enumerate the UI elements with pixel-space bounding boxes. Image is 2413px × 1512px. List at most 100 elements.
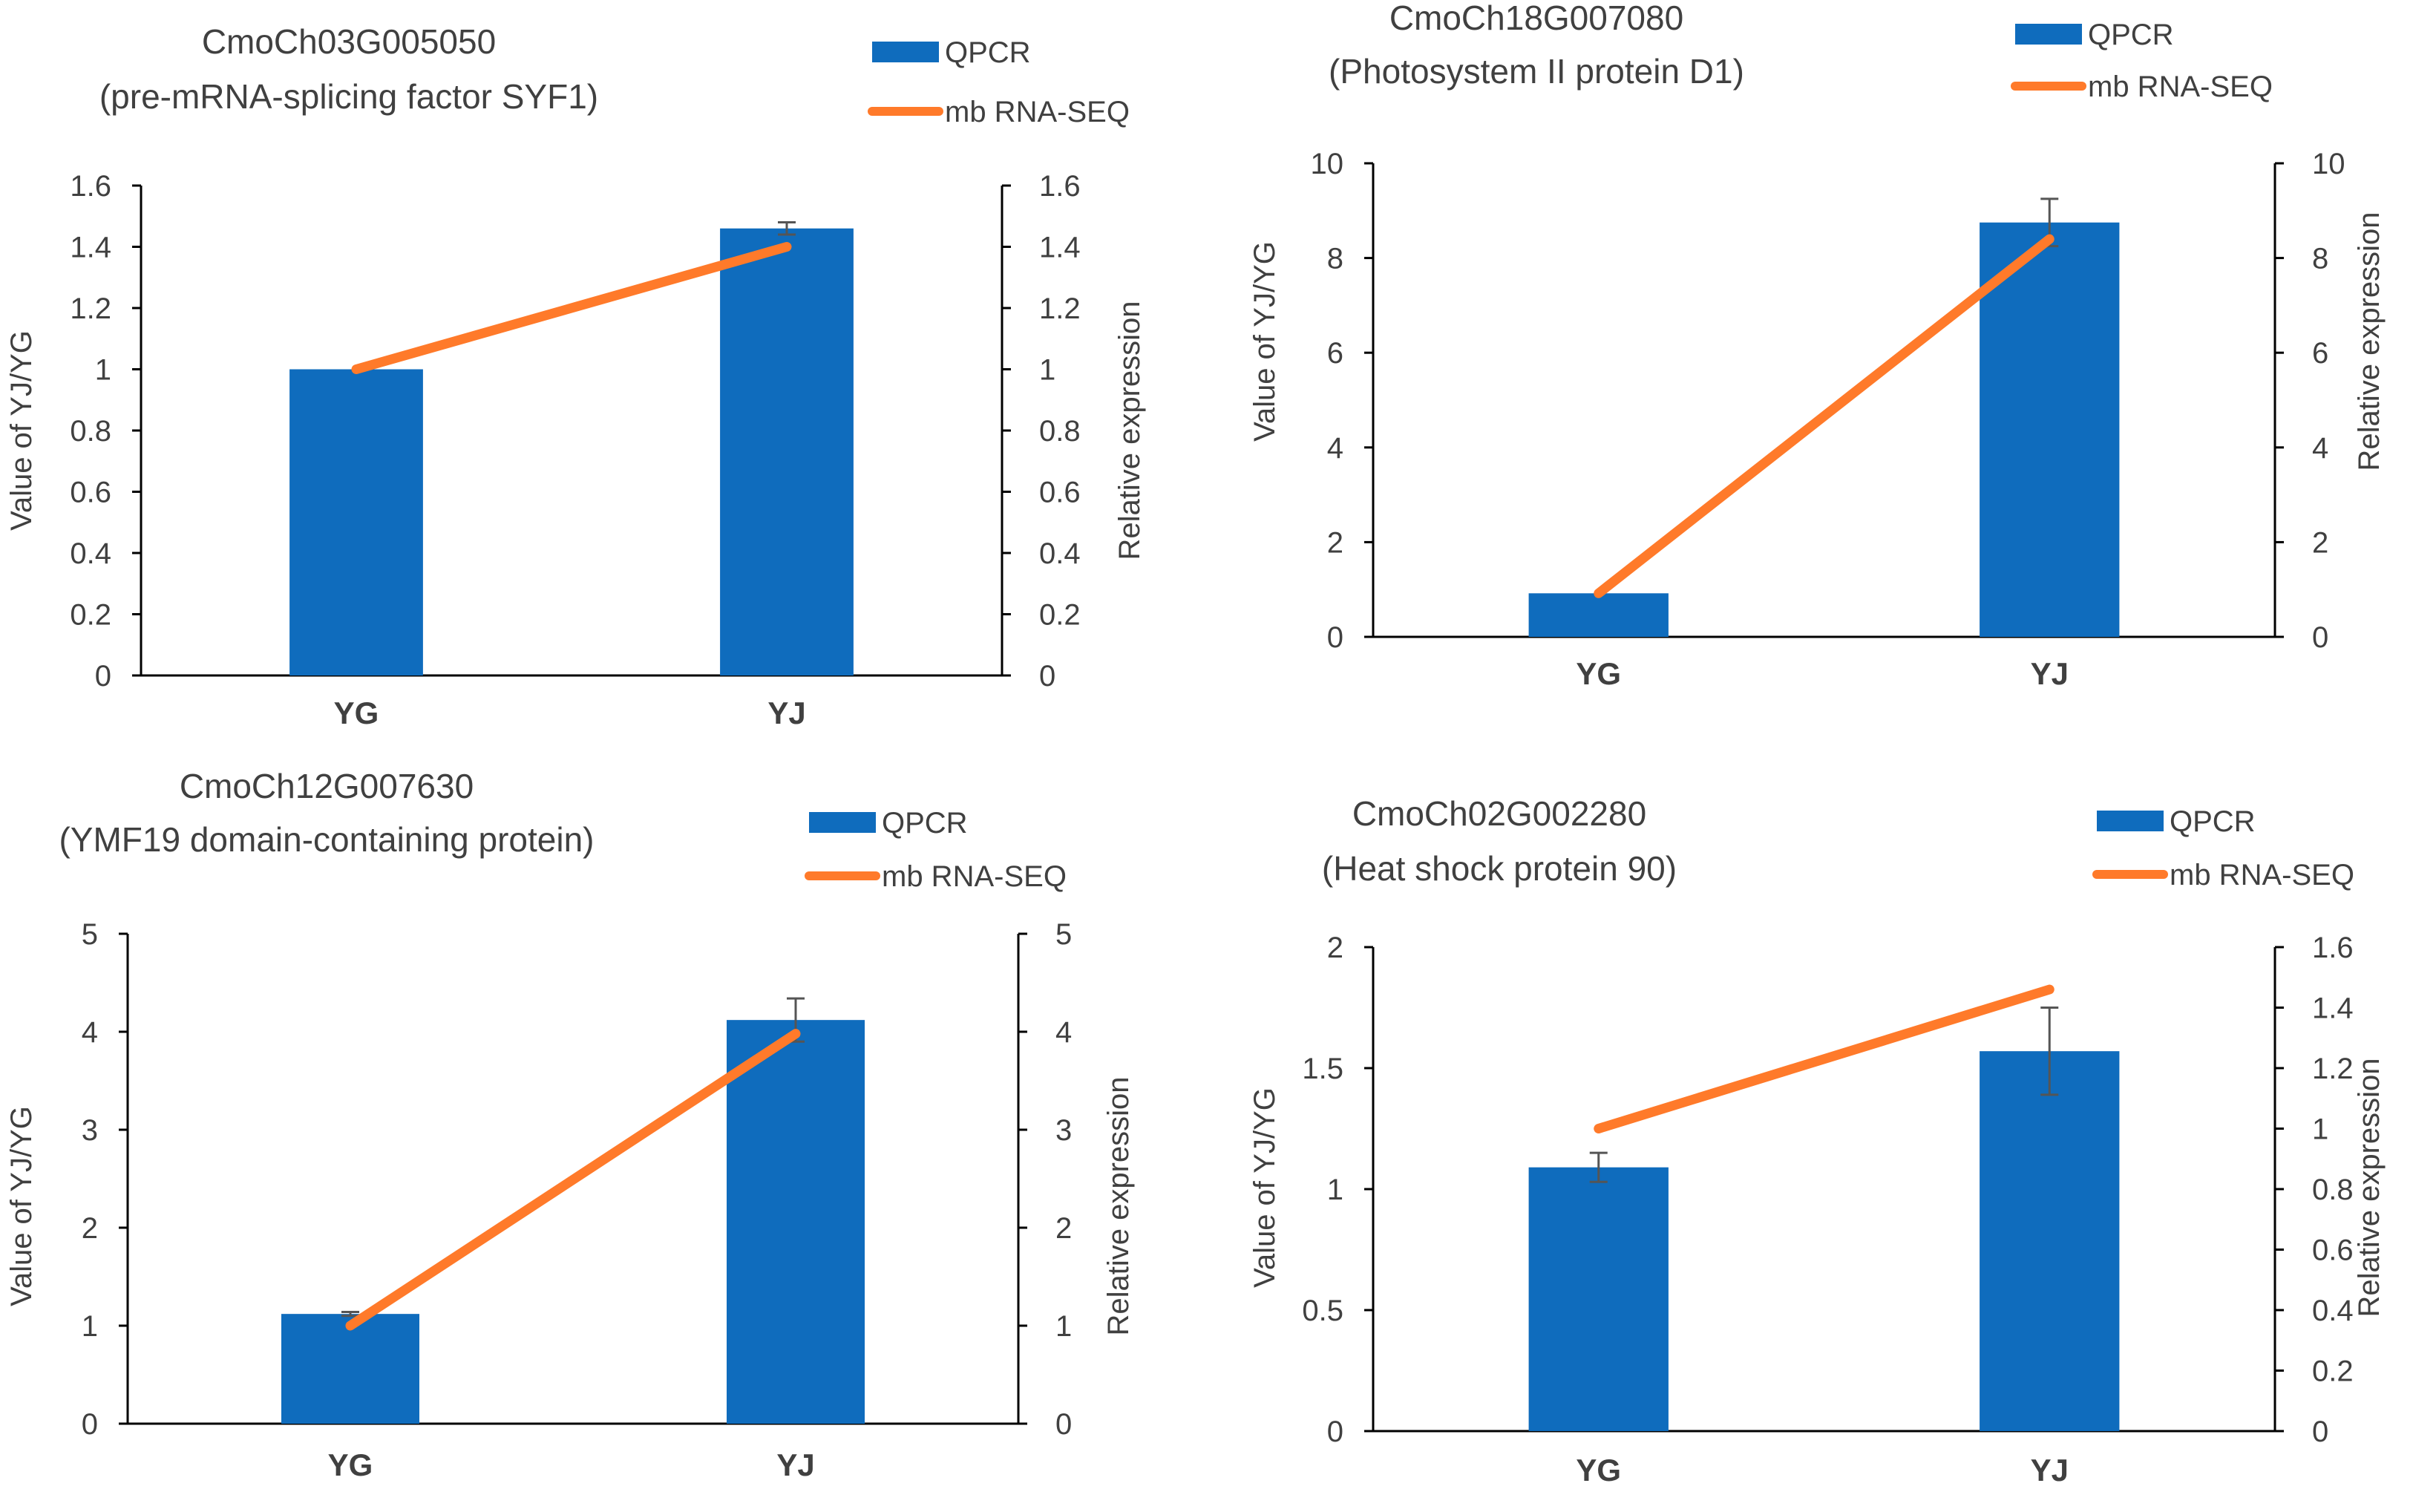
y-axis-title-left: Value of YJ/YG <box>5 330 38 531</box>
y-tick-label-left: 8 <box>1327 243 1343 275</box>
legend-swatch-qpcr <box>2097 811 2164 831</box>
y-tick-label-right: 0 <box>1039 660 1055 693</box>
y-tick-label-right: 1.6 <box>2312 932 2354 964</box>
y-tick-label-left: 2 <box>82 1212 98 1245</box>
y-tick-label-right: 1.2 <box>1039 292 1081 325</box>
bar-qpcr-yj <box>720 228 854 675</box>
chart-svg: CmoCh18G007080 (Photosystem II protein D1… <box>1248 0 2386 691</box>
y-tick-label-right: 0.6 <box>2312 1234 2354 1267</box>
chart-panel-ymf19: CmoCh12G007630 (YMF19 domain-containing p… <box>0 765 1188 1512</box>
y-tick-label-left: 0.4 <box>70 537 111 570</box>
y-tick-label-left: 1 <box>82 1310 98 1343</box>
chart-panel-photosystem-d1: CmoCh18G007080 (Photosystem II protein D1… <box>1206 0 2413 750</box>
legend-swatch-qpcr <box>809 812 876 833</box>
y-tick-label-right: 2 <box>2312 526 2328 559</box>
legend-label-qpcr: QPCR <box>2088 19 2174 51</box>
y-tick-label-left: 0.5 <box>1302 1295 1343 1327</box>
line-rnaseq <box>345 1029 801 1331</box>
y-tick-label-left: 3 <box>82 1114 98 1147</box>
line-rnaseq <box>351 242 792 374</box>
legend-label-rnaseq: mb RNA-SEQ <box>2088 71 2273 103</box>
y-tick-label-right: 3 <box>1055 1114 1072 1147</box>
y-tick-label-right: 1.2 <box>2312 1053 2354 1085</box>
chart-subtitle: (Photosystem II protein D1) <box>1329 52 1744 91</box>
x-tick-label-yj: YJ <box>767 696 805 730</box>
y-tick-label-right: 1 <box>1039 354 1055 387</box>
y-tick-label-right: 4 <box>1055 1016 1072 1049</box>
y-tick-label-right: 0 <box>1055 1408 1072 1441</box>
bar-qpcr-yj <box>727 1020 865 1424</box>
y-tick-label-right: 0 <box>2312 621 2328 654</box>
chart-svg: CmoCh12G007630 (YMF19 domain-containing p… <box>5 767 1135 1482</box>
legend-swatch-qpcr <box>872 42 939 62</box>
chart-panel-syf1: CmoCh03G005050 (pre-mRNA-splicing factor … <box>0 0 1188 750</box>
y-tick-label-left: 1 <box>95 354 111 387</box>
y-tick-label-left: 0.2 <box>70 599 111 632</box>
x-tick-label-yj: YJ <box>2031 1453 2069 1488</box>
chart-subtitle: (YMF19 domain-containing protein) <box>59 820 594 859</box>
y-tick-label-left: 10 <box>1311 148 1344 180</box>
legend-label-qpcr: QPCR <box>882 807 968 840</box>
bar-qpcr-yg <box>281 1314 419 1424</box>
chart-subtitle: (Heat shock protein 90) <box>1322 849 1677 888</box>
y-tick-label-left: 4 <box>1327 432 1343 465</box>
y-tick-label-left: 1.5 <box>1302 1053 1343 1085</box>
y-tick-label-right: 1.6 <box>1039 170 1081 203</box>
legend-swatch-qpcr <box>2015 24 2082 45</box>
bar-qpcr-yg <box>1528 1167 1669 1431</box>
chart-title: CmoCh02G002280 <box>1352 794 1646 833</box>
legend-label-qpcr: QPCR <box>945 36 1031 69</box>
y-tick-label-right: 1.4 <box>1039 232 1081 264</box>
bar-qpcr-yj <box>1980 1051 2120 1431</box>
chart-title: CmoCh18G007080 <box>1389 0 1683 37</box>
y-tick-label-right: 0.6 <box>1039 477 1081 509</box>
y-tick-label-left: 6 <box>1327 337 1343 370</box>
legend-label-rnaseq: mb RNA-SEQ <box>945 96 1130 128</box>
x-tick-label-yg: YG <box>1576 656 1621 691</box>
line-rnaseq <box>1594 234 2055 598</box>
legend-label-rnaseq: mb RNA-SEQ <box>882 860 1067 893</box>
y-tick-label-left: 0 <box>1327 1416 1343 1448</box>
y-tick-label-left: 0.6 <box>70 477 111 509</box>
y-tick-label-left: 0 <box>1327 621 1343 654</box>
y-axis-title-right: Relative expression <box>2353 212 2386 471</box>
y-tick-label-right: 10 <box>2312 148 2345 180</box>
y-axis-title-left: Value of YJ/YG <box>5 1106 38 1306</box>
bar-qpcr-yg <box>289 369 423 675</box>
y-axis-title-left: Value of YJ/YG <box>1248 1087 1281 1288</box>
y-tick-label-left: 1 <box>1327 1174 1343 1206</box>
chart-svg: CmoCh03G005050 (pre-mRNA-splicing factor … <box>5 22 1146 730</box>
bar-qpcr-yg <box>1528 593 1669 637</box>
y-tick-label-left: 5 <box>82 918 98 951</box>
chart-subtitle: (pre-mRNA-splicing factor SYF1) <box>99 77 598 116</box>
chart-title: CmoCh12G007630 <box>180 767 474 805</box>
y-tick-label-right: 4 <box>2312 432 2328 465</box>
y-tick-label-right: 1 <box>1055 1310 1072 1343</box>
y-tick-label-left: 2 <box>1327 932 1343 964</box>
line-rnaseq <box>1594 984 2055 1133</box>
x-tick-label-yg: YG <box>328 1447 373 1482</box>
y-tick-label-left: 1.4 <box>70 232 111 264</box>
y-tick-label-right: 5 <box>1055 918 1072 951</box>
bar-qpcr-yj <box>1980 222 2120 637</box>
y-tick-label-left: 2 <box>1327 526 1343 559</box>
y-axis-title-left: Value of YJ/YG <box>1248 241 1281 442</box>
x-tick-label-yg: YG <box>1576 1453 1621 1488</box>
y-tick-label-right: 6 <box>2312 337 2328 370</box>
y-tick-label-right: 0.4 <box>2312 1295 2354 1327</box>
y-tick-label-right: 0.2 <box>1039 599 1081 632</box>
y-tick-label-right: 0.8 <box>1039 415 1081 448</box>
y-axis-title-right: Relative expression <box>1102 1076 1135 1335</box>
x-tick-label-yj: YJ <box>2031 656 2069 691</box>
x-tick-label-yj: YJ <box>776 1447 814 1482</box>
y-tick-label-left: 0 <box>95 660 111 693</box>
legend-label-qpcr: QPCR <box>2170 805 2256 838</box>
legend-label-rnaseq: mb RNA-SEQ <box>2170 859 2354 891</box>
y-tick-label-right: 1 <box>2312 1113 2328 1146</box>
y-tick-label-right: 1.4 <box>2312 992 2354 1025</box>
chart-title: CmoCh03G005050 <box>202 22 496 61</box>
y-axis-title-right: Relative expression <box>1113 301 1146 560</box>
y-tick-label-right: 8 <box>2312 243 2328 275</box>
y-tick-label-left: 0.8 <box>70 415 111 448</box>
y-tick-label-left: 1.2 <box>70 292 111 325</box>
